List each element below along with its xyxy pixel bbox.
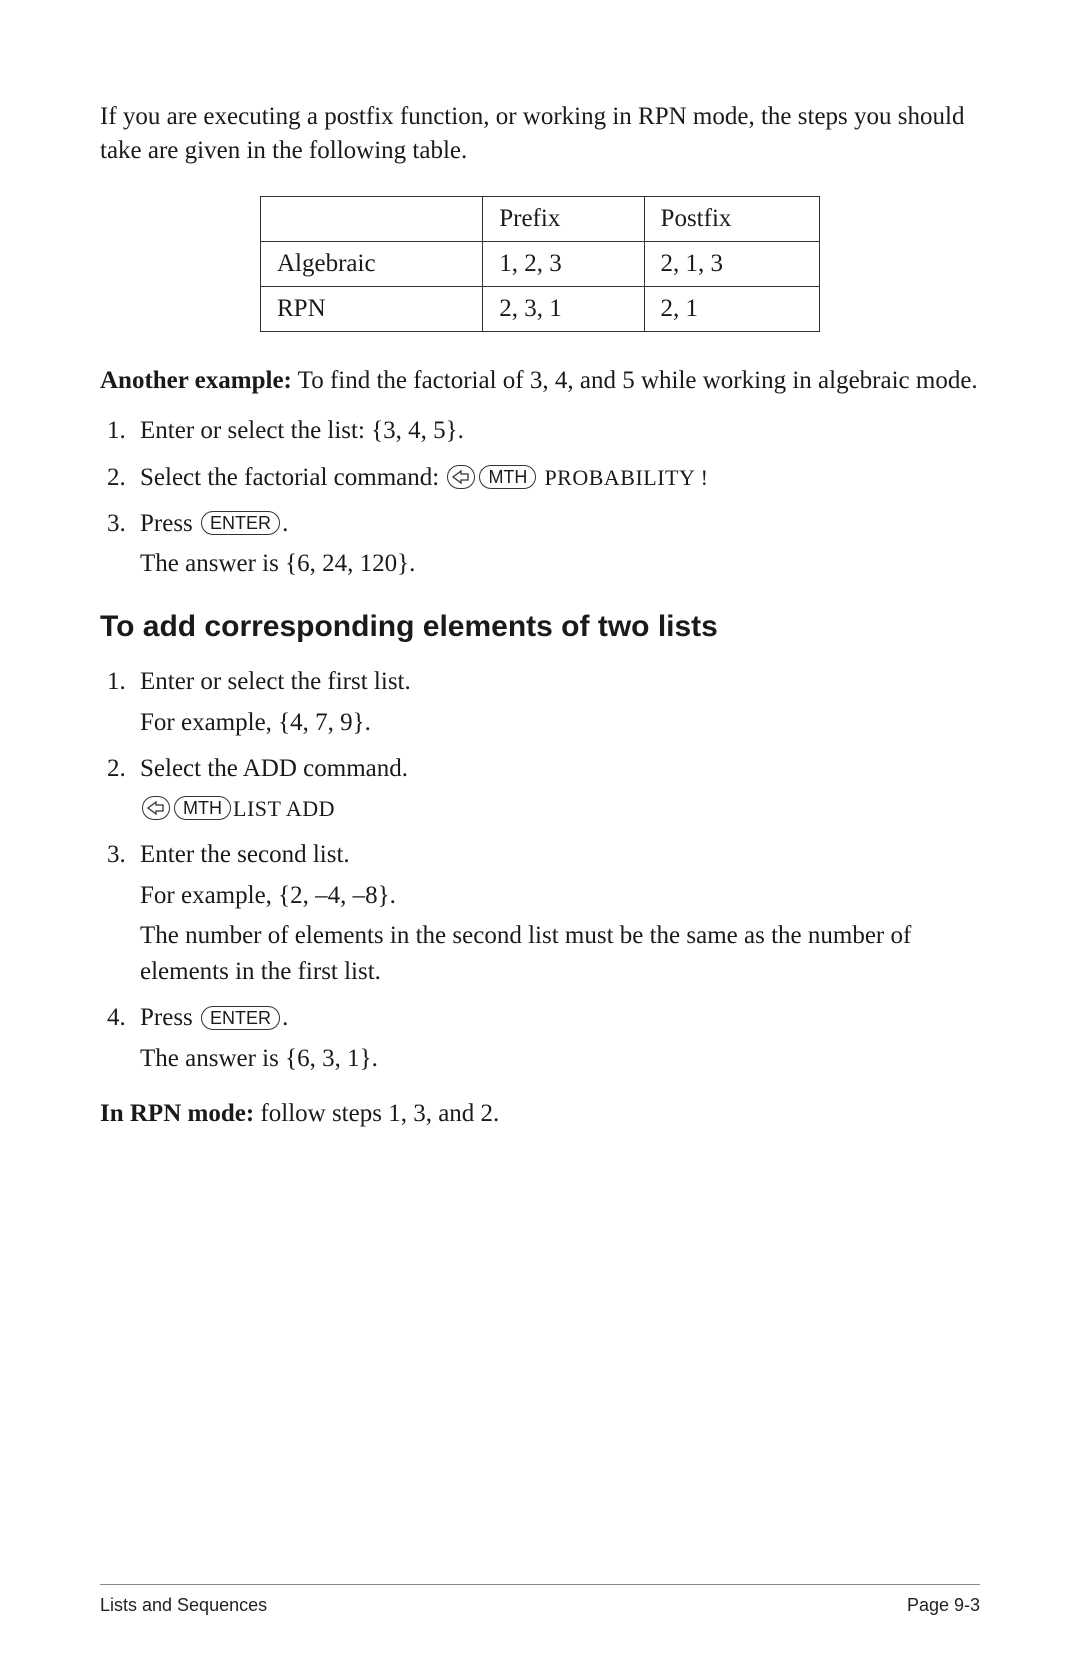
rpn-note-bold: In RPN mode: [100,1100,254,1127]
example-lead-bold: Another example: [100,367,292,394]
mth-key-icon: MTH [174,796,231,820]
menu-path: PROBABILITY ! [538,465,708,490]
enter-key-icon: ENTER [201,511,280,535]
rpn-note: In RPN mode: follow steps 1, 3, and 2. [100,1097,980,1131]
enter-key-icon: ENTER [201,1006,280,1030]
content-area: If you are executing a postfix function,… [100,100,980,1584]
table-cell: 2, 3, 1 [483,286,644,331]
table-header-cell [261,196,483,241]
left-shift-key-icon [142,796,170,820]
footer-right: Page 9-3 [907,1595,980,1616]
section-heading: To add corresponding elements of two lis… [100,610,980,644]
step-text: Select the factorial command: [140,464,445,491]
step-sub2: The number of elements in the second lis… [140,918,980,991]
table-header-cell: Prefix [483,196,644,241]
intro-paragraph: If you are executing a postfix function,… [100,100,980,168]
step-after: . [282,1004,288,1031]
step-keyline: MTHLIST ADD [140,791,980,827]
table-row: RPN 2, 3, 1 2, 1 [261,286,820,331]
example-lead-rest: To find the factorial of 3, 4, and 5 whi… [292,367,978,394]
step-sub: For example, {2, –4, –8}. [140,878,980,914]
example-steps: Enter or select the list: {3, 4, 5}. Sel… [100,413,980,582]
menu-path: LIST ADD [233,796,335,821]
table-cell: 2, 1, 3 [644,241,819,286]
table-cell: Algebraic [261,241,483,286]
step-item: Press ENTER. The answer is {6, 24, 120}. [132,506,980,583]
footer-left: Lists and Sequences [100,1595,267,1616]
table-header-row: Prefix Postfix [261,196,820,241]
step-text: Press [140,1004,199,1031]
step-after: . [282,510,288,537]
step-text: Press [140,510,199,537]
step-item: Press ENTER. The answer is {6, 3, 1}. [132,1000,980,1077]
step-result: The answer is {6, 24, 120}. [140,546,980,582]
page-footer: Lists and Sequences Page 9-3 [100,1584,980,1616]
step-item: Select the factorial command: MTH PROBAB… [132,460,980,496]
step-item: Enter or select the list: {3, 4, 5}. [132,413,980,449]
section-steps: Enter or select the first list. For exam… [100,664,980,1077]
step-text: Enter or select the list: {3, 4, 5}. [140,417,464,444]
step-sub: For example, {4, 7, 9}. [140,705,980,741]
step-text: Enter the second list. [140,841,350,868]
table-cell: 2, 1 [644,286,819,331]
step-result: The answer is {6, 3, 1}. [140,1041,980,1077]
left-shift-key-icon [447,465,475,489]
step-item: Enter the second list. For example, {2, … [132,837,980,990]
page: If you are executing a postfix function,… [0,0,1080,1656]
table-row: Algebraic 1, 2, 3 2, 1, 3 [261,241,820,286]
step-item: Enter or select the first list. For exam… [132,664,980,741]
step-text: Select the ADD command. [140,755,408,782]
steps-table: Prefix Postfix Algebraic 1, 2, 3 2, 1, 3… [260,196,820,332]
table-cell: 1, 2, 3 [483,241,644,286]
rpn-note-rest: follow steps 1, 3, and 2. [254,1100,499,1127]
step-item: Select the ADD command. MTHLIST ADD [132,751,980,828]
example-lead: Another example: To find the factorial o… [100,364,980,398]
table-cell: RPN [261,286,483,331]
step-text: Enter or select the first list. [140,668,411,695]
table-header-cell: Postfix [644,196,819,241]
mth-key-icon: MTH [479,465,536,489]
